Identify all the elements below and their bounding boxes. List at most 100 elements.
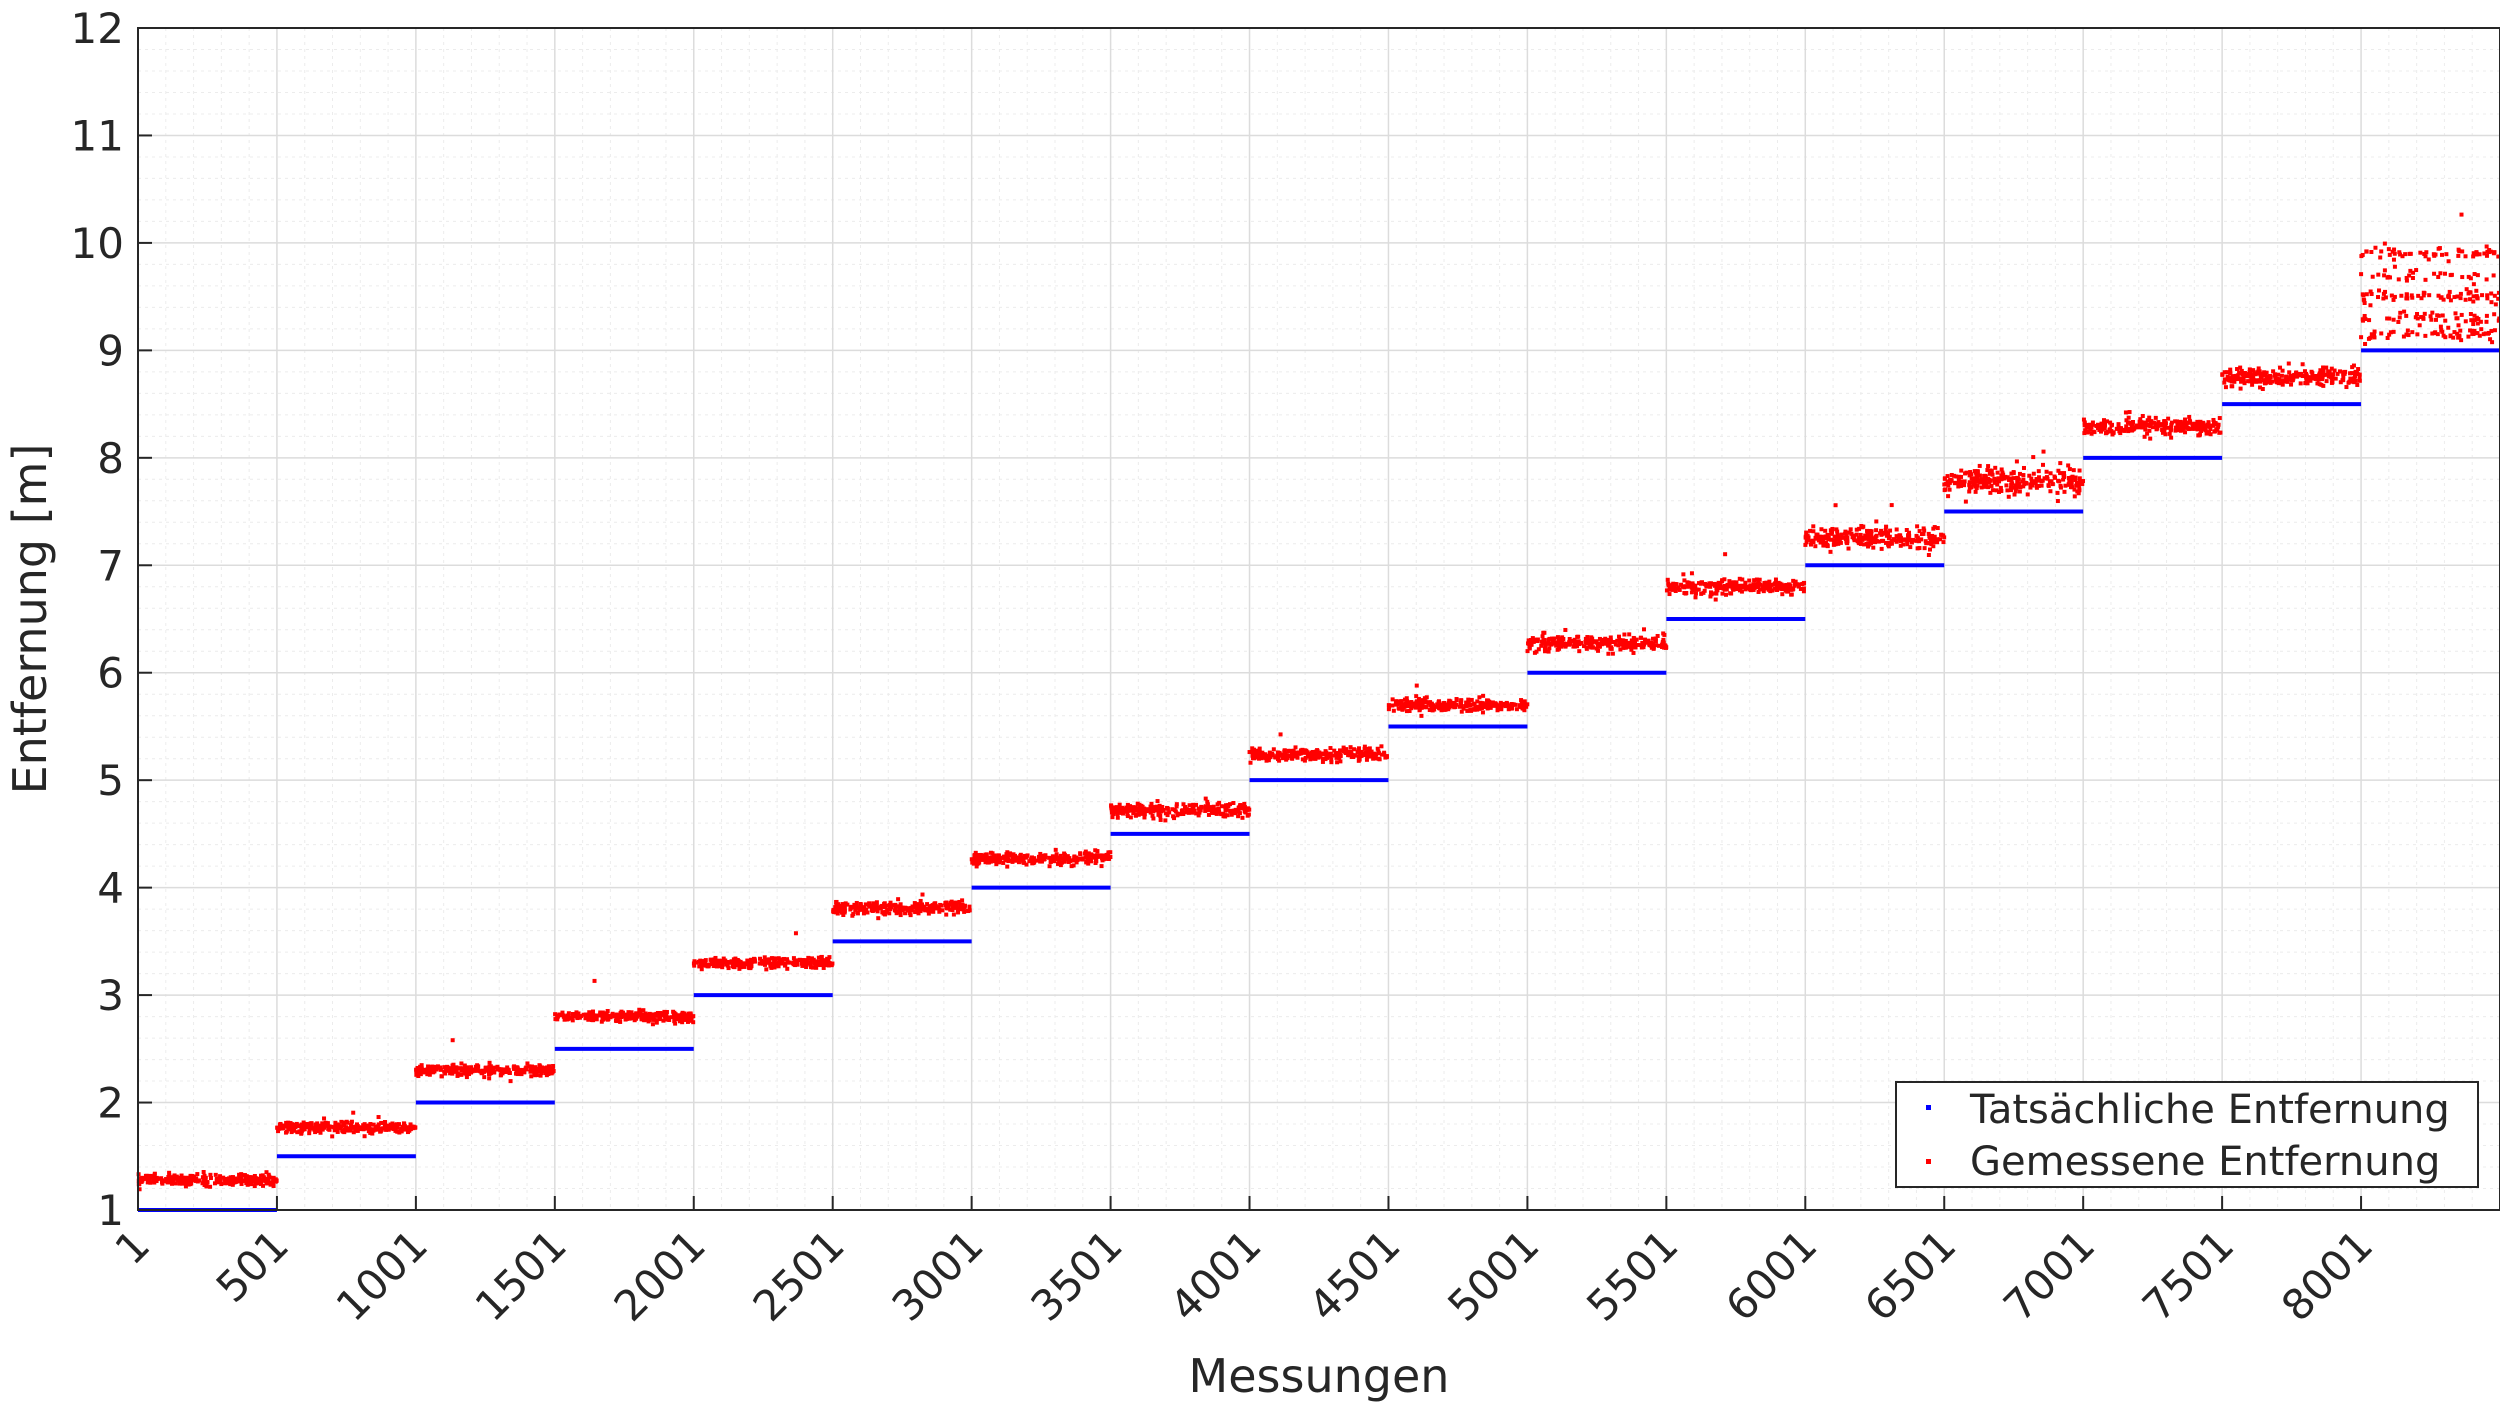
measured-point	[2416, 293, 2421, 298]
measured-point	[401, 1125, 406, 1130]
measured-point	[831, 907, 836, 912]
measured-point	[1040, 854, 1045, 859]
measured-point	[2081, 417, 2086, 422]
measured-point	[1801, 589, 1806, 594]
measured-point	[1527, 646, 1532, 651]
measured-point	[1103, 856, 1108, 861]
measured-point	[2178, 427, 2183, 432]
measured-point	[2013, 483, 2018, 488]
measured-point	[997, 854, 1002, 859]
measured-point	[1083, 849, 1088, 854]
measured-point	[1158, 814, 1163, 819]
measured-point	[758, 956, 763, 961]
measured-point	[2147, 415, 2152, 420]
measured-point	[1414, 699, 1419, 704]
measured-point	[1820, 535, 1825, 540]
measured-point	[2382, 273, 2387, 278]
measured-point	[1424, 705, 1429, 710]
measured-point	[927, 904, 932, 909]
measured-point	[2224, 377, 2229, 382]
measured-point	[1137, 810, 1142, 815]
measured-point	[1541, 641, 1546, 646]
measured-point	[1917, 538, 1922, 543]
measured-point	[2308, 375, 2313, 380]
measured-point	[797, 957, 802, 962]
measured-point	[1163, 811, 1168, 816]
measured-point	[1287, 753, 1292, 758]
measured-point	[1349, 754, 1354, 759]
measured-distance-step-9	[1247, 732, 1389, 765]
measured-point	[1715, 584, 1720, 589]
measured-point	[2472, 313, 2477, 318]
measured-point	[783, 961, 788, 966]
measured-point	[2430, 331, 2435, 336]
measured-point	[1035, 858, 1040, 863]
measured-point	[854, 904, 859, 909]
measured-point	[1780, 592, 1785, 597]
measured-point	[2458, 296, 2463, 301]
measured-point	[1634, 637, 1639, 642]
measured-point	[2066, 463, 2071, 468]
measured-point	[2247, 379, 2252, 384]
measured-point	[1466, 700, 1471, 705]
measured-point	[2069, 481, 2074, 486]
measured-point	[1971, 476, 1976, 481]
measured-distance-step-6	[831, 892, 972, 921]
measured-point	[610, 1013, 615, 1018]
measured-point	[1363, 750, 1368, 755]
measured-point	[2138, 421, 2143, 426]
measured-point	[1461, 706, 1466, 711]
measured-point	[1613, 642, 1618, 647]
measured-point	[275, 1125, 280, 1130]
measured-point	[388, 1122, 393, 1127]
measured-point	[515, 1069, 520, 1074]
measured-point	[1796, 582, 1801, 587]
measured-point	[391, 1127, 396, 1132]
measured-point	[2153, 415, 2158, 420]
measured-point	[1469, 697, 1474, 702]
measured-point	[2262, 370, 2267, 375]
measured-point	[1029, 858, 1034, 863]
measured-point	[1906, 537, 1911, 542]
measured-point	[245, 1174, 250, 1179]
measured-point	[1659, 644, 1664, 649]
measured-point	[1977, 473, 1982, 478]
measured-point	[1372, 755, 1377, 760]
measured-point	[939, 903, 944, 908]
y-tick-label: 6	[97, 649, 124, 698]
measured-point	[1280, 756, 1285, 761]
measured-point	[2037, 475, 2042, 480]
measured-point	[682, 1011, 687, 1016]
measured-point	[2129, 428, 2134, 433]
measured-point	[2163, 432, 2168, 437]
measured-point	[312, 1127, 317, 1132]
measured-point	[2165, 425, 2170, 430]
measured-point	[586, 1017, 591, 1022]
measured-point	[776, 960, 781, 965]
measured-outlier	[1723, 552, 1728, 557]
measured-point	[1526, 641, 1531, 646]
measured-point	[538, 1073, 543, 1078]
measured-point	[1009, 853, 1014, 858]
measured-point	[2100, 424, 2105, 429]
measured-point	[1263, 752, 1268, 757]
measured-point	[713, 955, 718, 960]
measured-point	[819, 954, 824, 959]
measured-point	[2383, 289, 2388, 294]
measured-point	[2392, 264, 2397, 269]
measured-point	[2438, 271, 2443, 276]
measured-point	[884, 909, 889, 914]
measured-point	[260, 1173, 265, 1178]
measured-point	[2315, 381, 2320, 386]
measured-point	[988, 850, 993, 855]
measured-point	[1835, 529, 1840, 534]
measured-point	[1609, 646, 1614, 651]
measured-point	[1985, 468, 1990, 473]
measured-point	[154, 1175, 159, 1180]
measured-point	[1725, 582, 1730, 587]
measured-point	[986, 859, 991, 864]
measured-point	[2385, 335, 2390, 340]
measured-point	[813, 959, 818, 964]
measured-point	[2291, 376, 2296, 381]
measured-point	[1180, 808, 1185, 813]
